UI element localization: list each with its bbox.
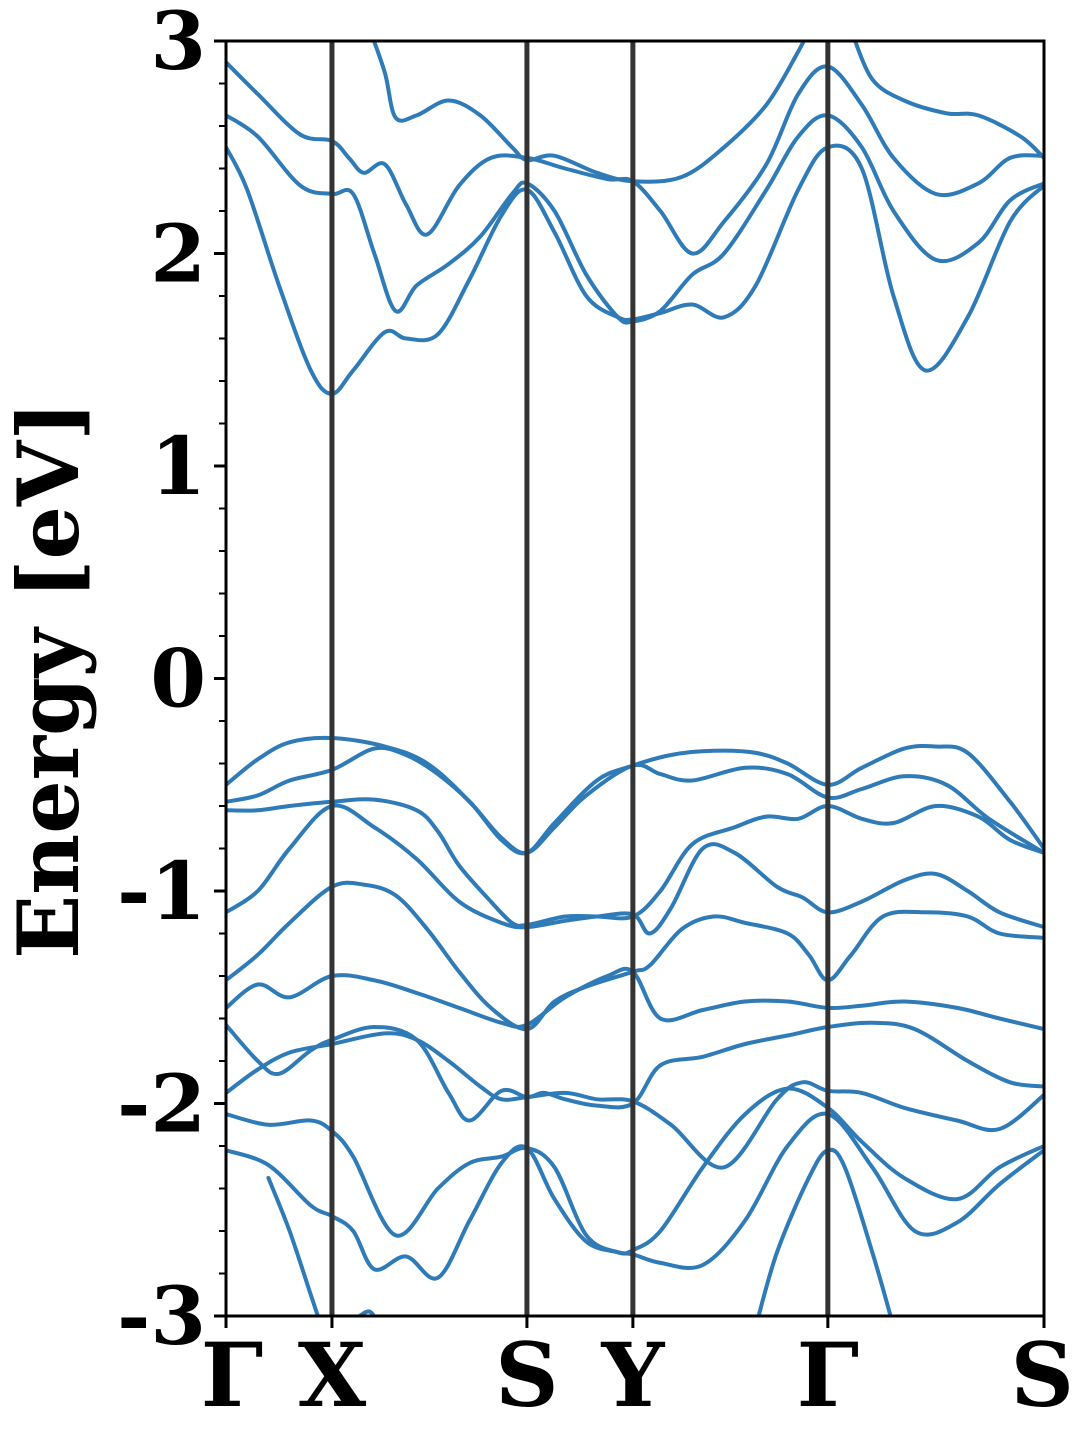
band-line-14 <box>371 41 807 184</box>
band-line-17 <box>756 1147 893 1316</box>
band-line-7 <box>226 803 1044 936</box>
x-tick-label-S: S <box>1010 1323 1074 1427</box>
kpath-lines-group <box>329 41 831 1316</box>
y-axis-title-group: Energy [eV] <box>0 401 98 959</box>
band-line-1 <box>226 1111 1044 1281</box>
y-tick-label: 1 <box>150 419 206 513</box>
x-tick-label-Γ: Γ <box>201 1323 263 1427</box>
y-tick-label: -3 <box>117 1269 206 1363</box>
y-tick-label: 2 <box>150 207 206 301</box>
y-tick-label: -2 <box>117 1057 206 1151</box>
x-tick-label-S: S <box>495 1323 559 1427</box>
band-line-12 <box>226 113 1044 325</box>
band-line-18 <box>357 1309 377 1316</box>
band-line-16 <box>266 1175 320 1316</box>
x-tick-label-Γ: Γ <box>797 1323 859 1427</box>
band-line-8 <box>226 797 1044 928</box>
y-tick-label: 3 <box>150 0 206 88</box>
band-line-3 <box>226 1031 1044 1170</box>
x-tick-label-Y: Y <box>600 1323 665 1427</box>
band-line-6 <box>226 880 1044 1032</box>
y-axis-title: Energy [eV] <box>0 401 98 959</box>
band-line-15 <box>853 41 1044 160</box>
bands-group <box>226 41 1044 1316</box>
band-line-13 <box>226 60 1044 256</box>
band-line-2 <box>226 1086 1044 1256</box>
y-tick-label: -1 <box>117 844 206 938</box>
band-line-5 <box>226 966 1044 1032</box>
band-line-11 <box>226 143 1044 396</box>
y-ticks-group: 3 2 1 0 -1 -2 -3 <box>117 0 226 1363</box>
y-tick-label: 0 <box>150 632 206 726</box>
band-line-9 <box>226 745 1044 855</box>
plot-frame <box>224 39 1046 1318</box>
x-tick-label-X: X <box>298 1323 367 1427</box>
